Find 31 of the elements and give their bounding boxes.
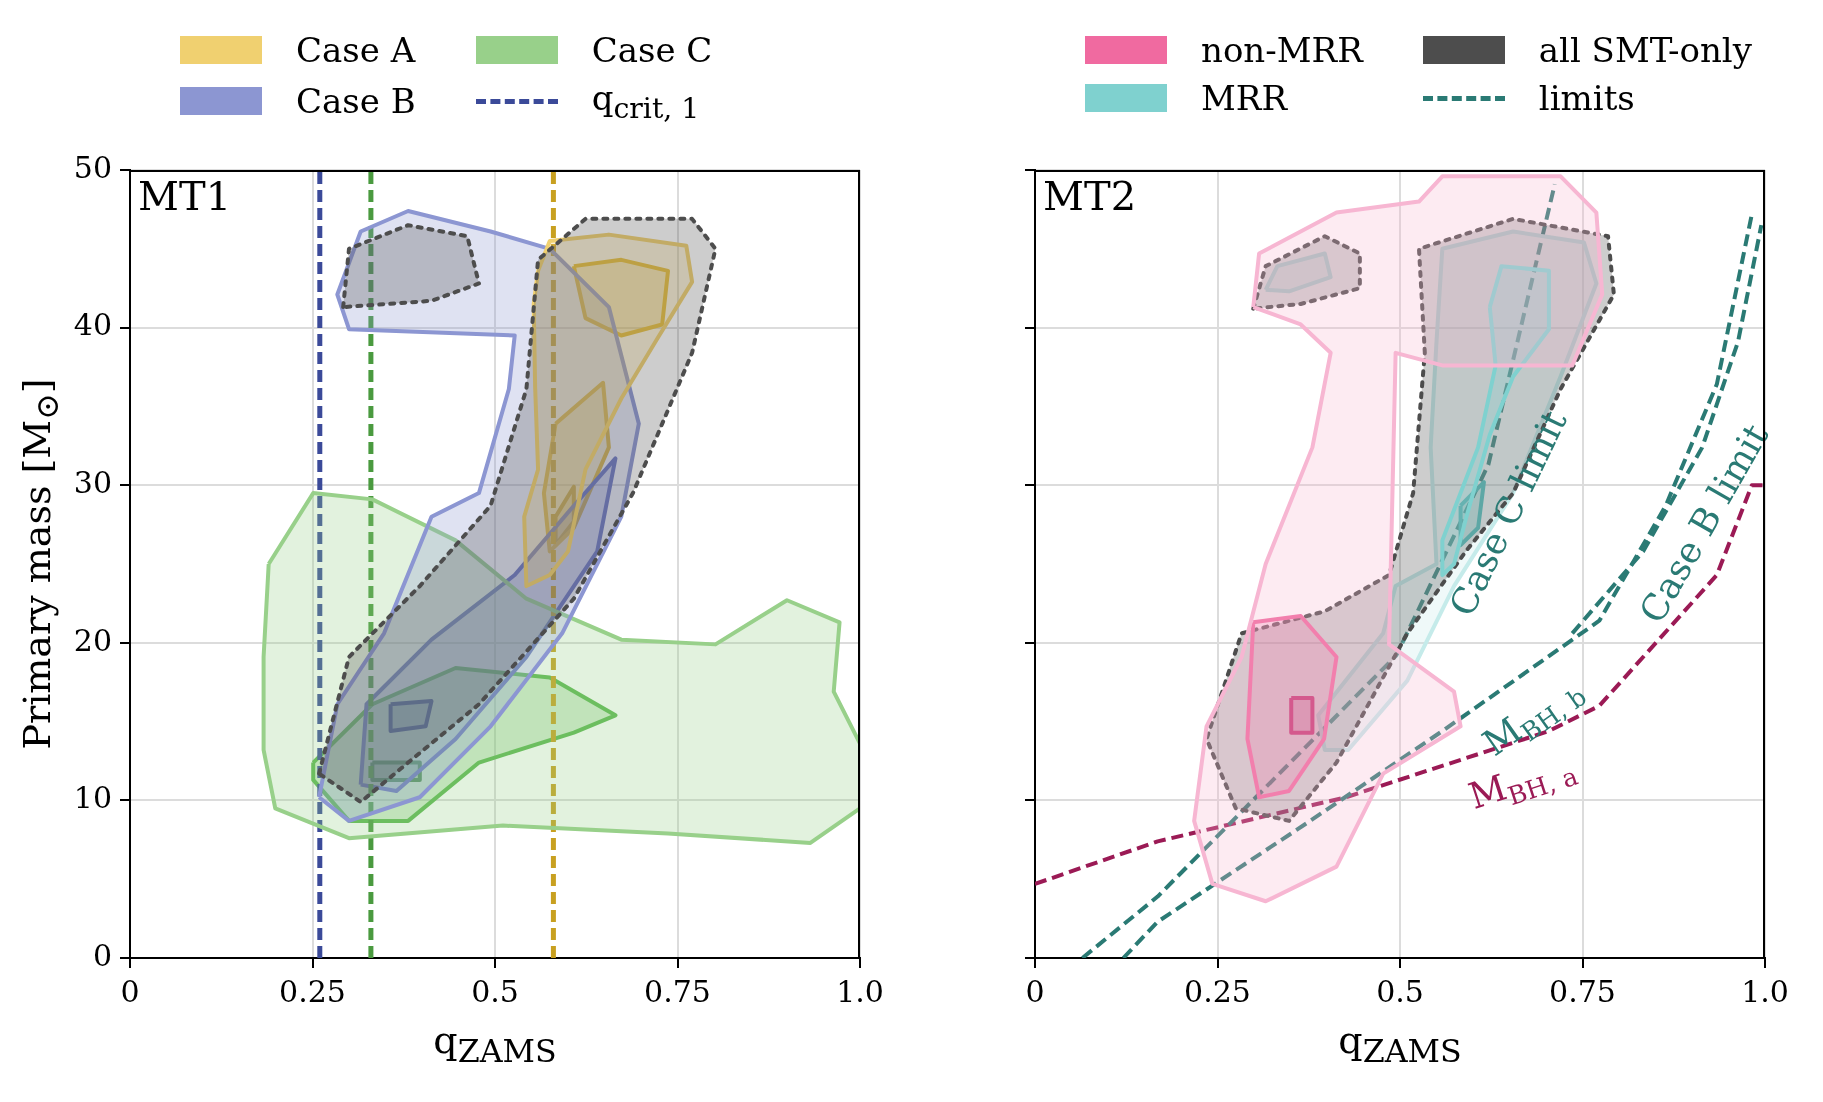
annotation: MT1: [138, 173, 232, 220]
x-tick-label: 0: [120, 973, 140, 1009]
annotation: MT2: [1043, 173, 1137, 220]
annotation: MBH, b: [1475, 682, 1592, 764]
legend-label: Case B: [296, 81, 416, 122]
annotation: MBH, a: [1463, 761, 1582, 817]
legend-label: q$_{crit, 1}$: [591, 78, 700, 125]
y-tick-label: 40: [73, 307, 112, 343]
x-tick-label: 0.5: [1376, 973, 1424, 1009]
annotation: Case C limit: [1441, 403, 1575, 623]
y-tick-label: 0: [92, 937, 112, 973]
y-tick-label: 50: [73, 149, 112, 185]
legend-label: non-MRR: [1201, 30, 1363, 70]
x-tick-label: 0.25: [279, 973, 346, 1009]
y-tick-label: 30: [73, 465, 112, 500]
x-tick-label: 1.0: [836, 973, 884, 1009]
x-tick-label: 0.75: [644, 973, 711, 1009]
y-tick-label: 10: [73, 780, 112, 816]
legend-label: all SMT-only: [1538, 30, 1752, 70]
x-tick-label: 0.5: [471, 973, 519, 1009]
x-axis-title: q$_{ZAMS}$: [1338, 1018, 1462, 1069]
y-tick-label: 20: [73, 622, 112, 658]
x-tick-label: 1.0: [1741, 973, 1789, 1009]
x-tick-label: 0: [1025, 973, 1045, 1009]
x-tick-label: 0.75: [1549, 973, 1616, 1009]
legend-label: Case C: [591, 30, 713, 70]
legend-label: MRR: [1201, 78, 1288, 118]
x-tick-label: 0.25: [1184, 973, 1251, 1009]
x-axis-title: q$_{ZAMS}$: [433, 1018, 557, 1069]
legend-label: limits: [1538, 78, 1635, 118]
legend-label: Case A: [296, 30, 416, 70]
